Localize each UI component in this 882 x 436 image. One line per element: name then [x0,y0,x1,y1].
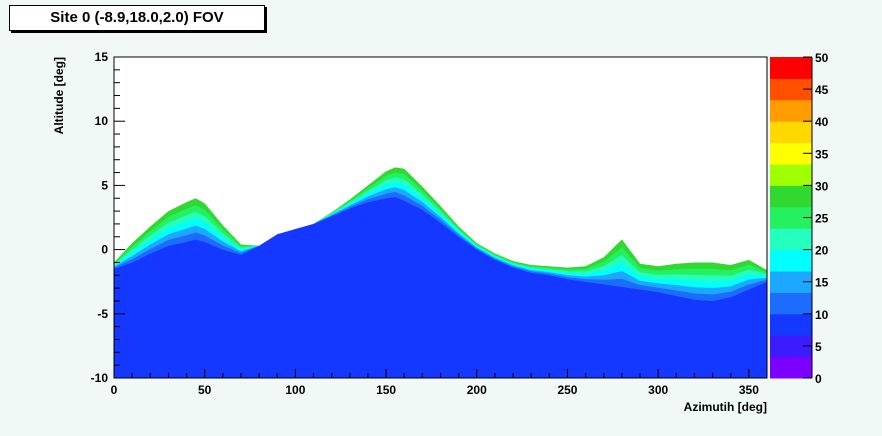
colorbar-segment [770,249,812,272]
colorbar-tick-label: 20 [815,244,829,258]
x-tick-label: 50 [198,383,212,397]
colorbar-segment [770,313,812,336]
visibility-band-level [114,182,767,301]
colorbar: 0 5 10 15 20 25 30 35 40 45 50 [770,51,829,386]
x-tick-label: 200 [467,383,487,397]
y-axis-title: Altitude [deg] [52,57,66,134]
colorbar-segment [770,206,812,229]
visibility-band-level [114,187,767,301]
colorbar-segment [770,121,812,144]
colorbar-segment [770,99,812,122]
y-tick-label: 10 [95,114,109,128]
colorbar-segment [770,142,812,165]
y-tick-label: 15 [95,50,109,64]
colorbar-tick-label: 15 [815,276,829,290]
colorbar-tick-label: 35 [815,147,829,161]
colorbar-segment [770,57,812,79]
colorbar-segment [770,228,812,251]
colorbar-segment [770,78,812,101]
colorbar-tick-label: 45 [815,83,829,97]
colorbar-tick-label: 5 [815,340,822,354]
plot-area [114,57,767,378]
visibility-band-level [114,177,767,301]
x-tick-label: 350 [739,383,759,397]
colorbar-tick-label: 25 [815,212,829,226]
x-axis-title: Azimutih [deg] [684,400,767,414]
y-tick-label: -10 [91,371,109,385]
colorbar-segment [770,292,812,315]
colorbar-segment [770,335,812,358]
terrain-region [114,196,767,378]
x-tick-label: 300 [648,383,668,397]
x-tick-label: 250 [557,383,577,397]
y-tick-label: -5 [97,307,108,321]
colorbar-segment [770,164,812,186]
axes: 0 50 100 150 200 250 300 350 -10 -5 0 5 10 15 Azimutih… [52,50,768,414]
chart-title: Site 0 (-8.9,18.0,2.0) FOV [9,5,265,31]
y-tick-label: 0 [101,243,108,257]
colorbar-tick-label: 0 [815,372,822,386]
x-tick-label: 150 [376,383,396,397]
colorbar-tick-label: 50 [815,51,829,65]
colorbar-segment [770,356,812,379]
colorbar-tick-label: 40 [815,115,829,129]
colorbar-segment [770,185,812,208]
colorbar-segment [770,271,812,293]
x-tick-label: 100 [285,383,305,397]
colorbar-tick-label: 10 [815,308,829,322]
colorbar-tick-label: 30 [815,179,829,193]
y-tick-label: 5 [101,178,108,192]
x-tick-label: 0 [111,383,118,397]
